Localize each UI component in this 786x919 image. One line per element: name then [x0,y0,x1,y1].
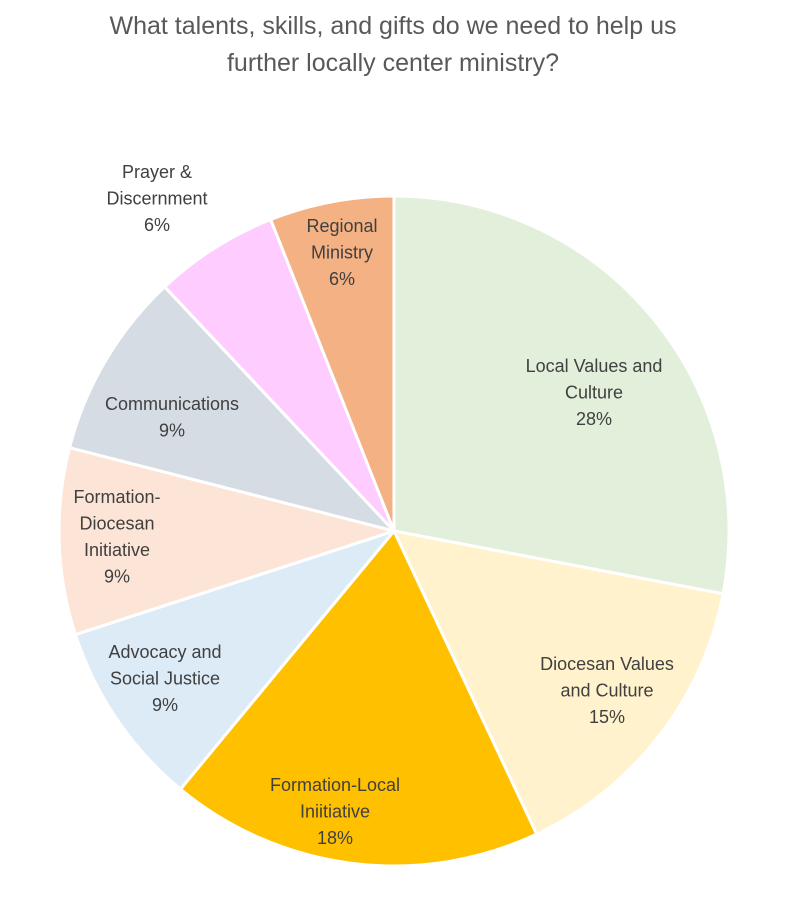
pie-slice [57,446,396,637]
slice-category-label: Social Justice [110,669,220,689]
slice-label: Advocacy and Social Justice 9% [108,642,221,715]
slice-value-label: 18% [317,828,353,848]
pie-slice [392,194,731,596]
slice-category-label: Advocacy and [108,642,221,662]
pie-slice [68,285,396,533]
slice-category-label: and Culture [560,681,653,701]
pie-slice [73,529,396,791]
slice-value-label: 6% [329,269,355,289]
slice-label: Regional Ministry 6% [306,216,377,289]
slice-category-label: Prayer & [122,162,192,182]
chart-title-line-1: What talents, skills, and gifts do we ne… [109,12,677,40]
slice-category-label: Iniitiative [300,802,370,822]
slice-category-label: Ministry [311,243,373,263]
pie-labels: Local Values and Culture 28% Diocesan Value… [73,162,673,848]
chart-title-line-2: further locally center ministry? [226,49,560,77]
slice-category-label: Initiative [84,540,150,560]
slice-value-label: 28% [576,409,612,429]
slice-value-label: 9% [104,567,130,587]
pie-slice [392,529,725,836]
slice-value-label: 9% [159,421,185,441]
pie-slices [57,194,731,868]
slice-label: Local Values and Culture 28% [526,356,663,429]
slice-category-label: Communications [105,394,239,414]
pie-slice [163,218,396,533]
slice-label: Formation-Local Iniitiative 18% [270,775,400,848]
slice-label: Formation- Diocesan Initiative 9% [73,487,160,587]
slice-category-label: Regional [306,216,377,236]
slice-category-label: Formation- [73,487,160,507]
pie-slice [178,529,539,868]
slice-category-label: Local Values and [526,356,663,376]
slice-value-label: 9% [152,695,178,715]
slice-category-label: Discernment [106,189,207,209]
chart-title: What talents, skills, and gifts do we ne… [0,8,786,82]
slice-label: Diocesan Values and Culture 15% [540,654,674,727]
slice-label: Communications 9% [105,394,239,441]
slice-value-label: 15% [589,707,625,727]
slice-value-label: 6% [144,215,170,235]
slice-category-label: Culture [565,383,623,403]
pie-slice [269,194,396,533]
slice-category-label: Formation-Local [270,775,400,795]
slice-category-label: Diocesan [79,514,154,534]
slice-category-label: Diocesan Values [540,654,674,674]
slice-label: Prayer & Discernment 6% [106,162,207,235]
